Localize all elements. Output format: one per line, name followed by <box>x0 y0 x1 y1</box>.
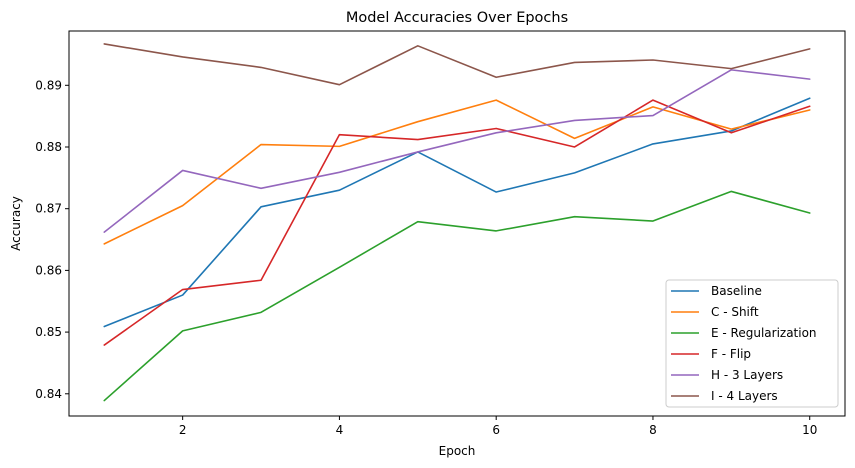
x-tick-label: 6 <box>492 423 500 437</box>
series-line-f-flip <box>103 99 811 346</box>
series-line-e-regularization <box>103 190 811 402</box>
series-line-h-3-layers <box>103 69 811 233</box>
series-line-baseline <box>103 97 811 328</box>
chart-title: Model Accuracies Over Epochs <box>346 10 568 26</box>
y-axis-ticks: 0.84 0.85 0.86 0.87 0.88 0.89 <box>35 78 69 401</box>
legend-label: E - Regularization <box>711 326 817 340</box>
legend-box <box>665 279 839 408</box>
legend-items: Baseline C - Shift E - Regularization F - F… <box>671 284 817 403</box>
series-lines <box>103 43 811 402</box>
series-line-c-shift <box>103 99 811 245</box>
legend-label: C - Shift <box>711 305 759 319</box>
y-tick-label: 0.88 <box>35 140 62 154</box>
legend-label: Baseline <box>711 284 762 298</box>
x-axis-ticks: 2 4 6 8 10 <box>179 416 817 437</box>
legend: Baseline C - Shift E - Regularization F - F… <box>665 279 839 408</box>
y-tick-label: 0.84 <box>35 387 62 401</box>
y-axis-label: Accuracy <box>9 196 23 251</box>
y-tick-label: 0.85 <box>35 325 62 339</box>
y-tick-label: 0.89 <box>35 78 62 92</box>
y-tick-label: 0.87 <box>35 202 62 216</box>
plot-area-frame <box>68 30 846 417</box>
legend-label: H - 3 Layers <box>711 368 783 382</box>
series-line-i-4-layers <box>103 43 811 86</box>
x-tick-label: 8 <box>649 423 657 437</box>
x-tick-label: 4 <box>336 423 344 437</box>
y-tick-label: 0.86 <box>35 263 62 277</box>
legend-label: F - Flip <box>711 347 751 361</box>
x-tick-label: 2 <box>179 423 187 437</box>
x-axis-label: Epoch <box>439 444 476 458</box>
x-tick-label: 10 <box>802 423 817 437</box>
legend-label: I - 4 Layers <box>711 389 778 403</box>
